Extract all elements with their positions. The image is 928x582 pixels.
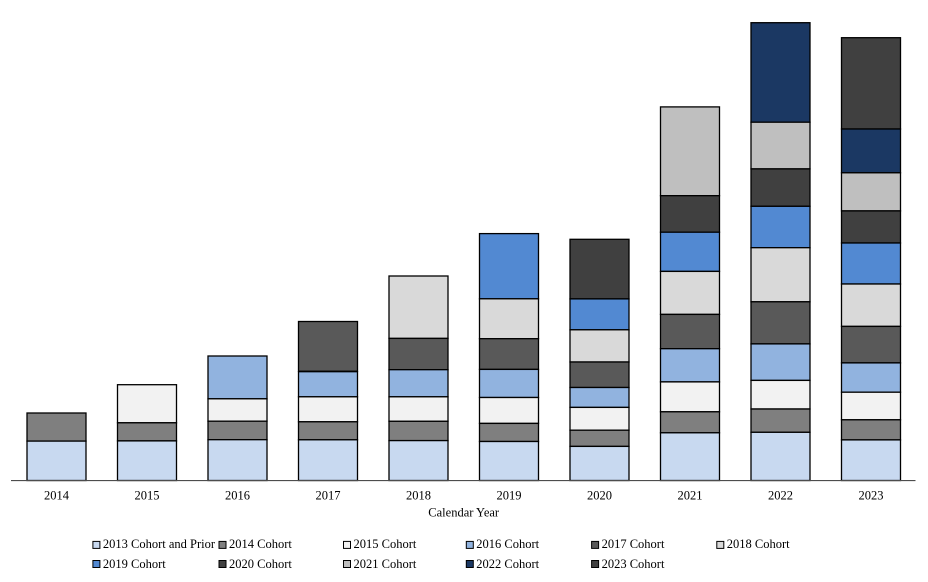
svg-text:2019: 2019 bbox=[497, 488, 522, 502]
svg-text:2022 Cohort: 2022 Cohort bbox=[476, 557, 539, 571]
svg-text:2014: 2014 bbox=[44, 488, 70, 502]
svg-text:2015 Cohort: 2015 Cohort bbox=[354, 537, 417, 551]
svg-text:2023: 2023 bbox=[859, 488, 884, 502]
svg-text:2020 Cohort: 2020 Cohort bbox=[229, 557, 292, 571]
svg-text:2021: 2021 bbox=[678, 488, 703, 502]
svg-text:2023 Cohort: 2023 Cohort bbox=[602, 557, 665, 571]
svg-text:2017 Cohort: 2017 Cohort bbox=[602, 537, 665, 551]
svg-text:2020: 2020 bbox=[587, 488, 612, 502]
svg-text:2021 Cohort: 2021 Cohort bbox=[354, 557, 417, 571]
svg-text:2016: 2016 bbox=[225, 488, 250, 502]
svg-text:2014 Cohort: 2014 Cohort bbox=[229, 537, 292, 551]
svg-text:2018: 2018 bbox=[406, 488, 431, 502]
svg-text:2015: 2015 bbox=[135, 488, 160, 502]
svg-text:2016 Cohort: 2016 Cohort bbox=[476, 537, 539, 551]
svg-text:2022: 2022 bbox=[768, 488, 793, 502]
svg-text:Calendar Year: Calendar Year bbox=[428, 505, 500, 519]
svg-text:2017: 2017 bbox=[316, 488, 341, 502]
svg-text:2013 Cohort and Prior: 2013 Cohort and Prior bbox=[103, 537, 216, 551]
svg-text:2018 Cohort: 2018 Cohort bbox=[727, 537, 790, 551]
svg-text:2019 Cohort: 2019 Cohort bbox=[103, 557, 166, 571]
